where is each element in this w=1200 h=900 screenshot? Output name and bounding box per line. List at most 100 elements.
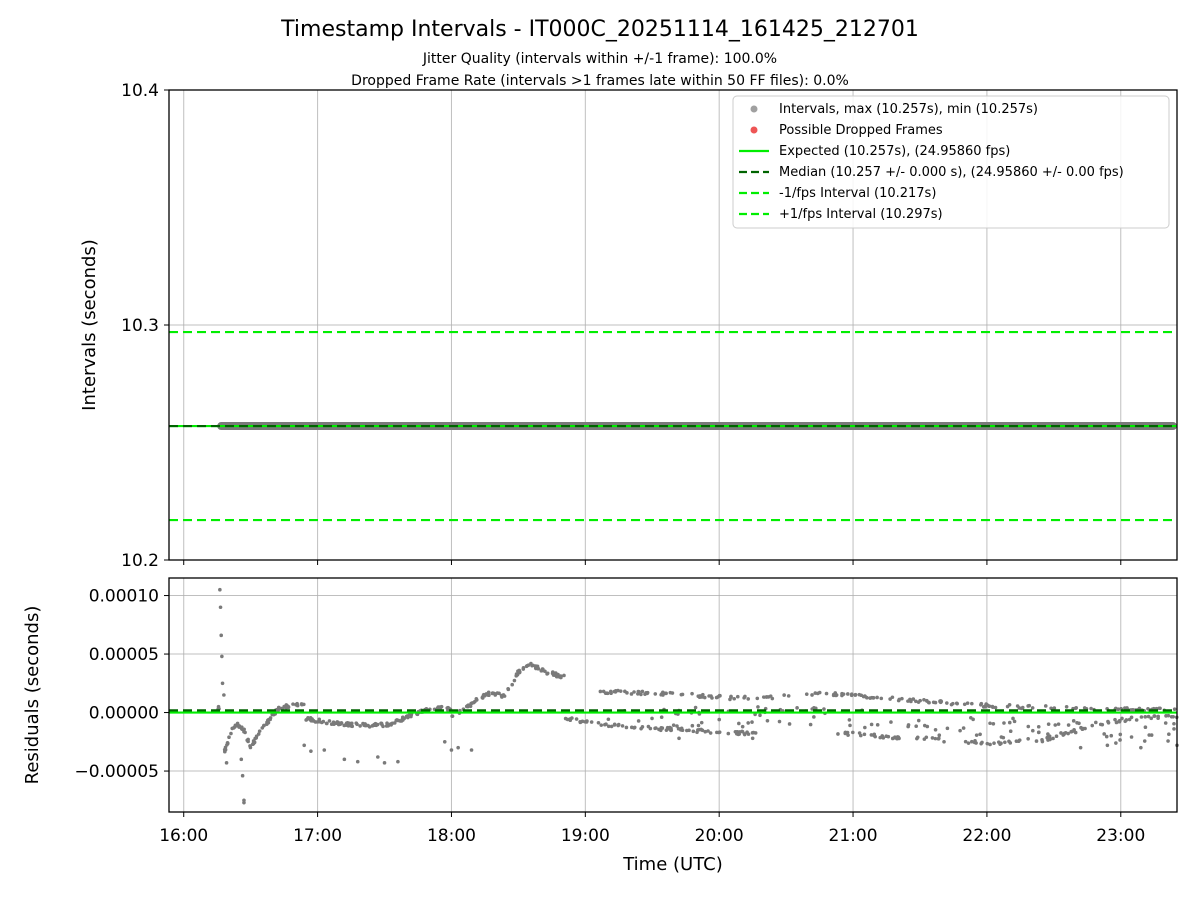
residual-point bbox=[853, 692, 858, 697]
residual-point bbox=[1053, 723, 1058, 727]
residual-point bbox=[822, 707, 826, 711]
residual-point bbox=[1147, 733, 1151, 737]
residual-point bbox=[1005, 704, 1010, 709]
residual-point bbox=[554, 674, 559, 679]
residual-point bbox=[879, 696, 884, 701]
residual-point bbox=[1046, 734, 1050, 739]
residual-point bbox=[933, 736, 938, 741]
residual-point bbox=[729, 694, 733, 699]
residual-point bbox=[758, 713, 762, 718]
residual-point bbox=[1118, 738, 1122, 742]
legend-box bbox=[732, 95, 1170, 229]
residual-point bbox=[1043, 704, 1048, 708]
residual-point bbox=[717, 693, 722, 698]
residual-point bbox=[282, 704, 286, 709]
residual-point bbox=[502, 694, 507, 698]
residual-point bbox=[616, 722, 621, 727]
residual-point bbox=[737, 721, 741, 726]
residual-point bbox=[409, 714, 413, 719]
residual-point bbox=[521, 665, 526, 670]
residual-point bbox=[295, 703, 300, 708]
residual-point bbox=[1134, 718, 1139, 722]
residual-point bbox=[969, 715, 973, 720]
residual-point bbox=[702, 695, 707, 700]
residual-point bbox=[1172, 721, 1176, 726]
residual-point bbox=[1056, 722, 1061, 726]
residual-point bbox=[810, 693, 814, 697]
residual-point bbox=[1113, 717, 1117, 722]
residual-point bbox=[640, 725, 645, 729]
residual-point bbox=[612, 723, 617, 727]
residual-point bbox=[963, 739, 968, 744]
residual-point bbox=[942, 739, 946, 744]
legend-label-plus-fps: +1/fps Interval (10.297s) bbox=[779, 207, 943, 222]
bottom-ytick-label: 0.00005 bbox=[89, 645, 159, 665]
residual-point bbox=[530, 663, 534, 668]
residual-point bbox=[1090, 723, 1095, 728]
residual-point bbox=[1114, 741, 1118, 745]
residual-point bbox=[1046, 732, 1050, 736]
residual-point bbox=[469, 701, 473, 706]
residual-point bbox=[1074, 706, 1078, 710]
residual-point bbox=[875, 723, 880, 727]
residual-point bbox=[639, 692, 643, 697]
residual-point bbox=[698, 694, 702, 698]
residual-point bbox=[343, 723, 347, 727]
residual-point bbox=[726, 731, 731, 736]
residual-point bbox=[679, 726, 684, 731]
residual-point bbox=[824, 691, 829, 696]
residual-point bbox=[216, 704, 221, 709]
residual-point bbox=[966, 741, 971, 745]
residual-point bbox=[618, 689, 623, 693]
bottom-panel-x-axis: 16:00 17:00 18:00 19:00 20:00 21:00 22:0… bbox=[159, 826, 1145, 846]
residual-point bbox=[667, 727, 672, 731]
residual-point bbox=[609, 724, 614, 729]
residual-point bbox=[512, 678, 517, 683]
residual-point bbox=[266, 718, 270, 723]
residual-point bbox=[765, 718, 770, 723]
residual-point bbox=[703, 729, 708, 734]
residual-point bbox=[969, 739, 974, 744]
residual-point bbox=[740, 724, 745, 729]
residual-point bbox=[367, 725, 372, 729]
x-axis-label: Time (UTC) bbox=[622, 854, 723, 875]
residual-point bbox=[385, 721, 389, 725]
residual-point bbox=[304, 717, 309, 722]
residual-point bbox=[922, 698, 926, 702]
residual-point bbox=[396, 759, 400, 764]
residual-point bbox=[717, 730, 722, 734]
chart-title: Timestamp Intervals - IT000C_20251114_16… bbox=[280, 17, 919, 42]
residual-point bbox=[322, 748, 327, 752]
residual-point bbox=[601, 689, 606, 694]
residual-point bbox=[469, 748, 474, 752]
residual-point bbox=[933, 700, 938, 705]
xtick-label: 16:00 bbox=[159, 826, 208, 846]
top-ytick-label: 10.3 bbox=[121, 316, 159, 336]
residual-point bbox=[732, 696, 737, 701]
residual-point bbox=[1036, 724, 1041, 729]
residual-point bbox=[985, 741, 990, 746]
residual-point bbox=[257, 729, 262, 733]
residual-point bbox=[983, 705, 988, 709]
residual-point bbox=[979, 703, 983, 707]
residual-point bbox=[707, 694, 711, 698]
residual-point bbox=[262, 723, 266, 728]
residual-point bbox=[229, 731, 233, 736]
residual-point bbox=[499, 693, 504, 698]
residual-point bbox=[677, 736, 681, 741]
residual-point bbox=[1146, 706, 1150, 711]
residual-point bbox=[961, 726, 966, 730]
residual-point bbox=[648, 726, 653, 731]
residual-point bbox=[862, 732, 867, 737]
residual-point bbox=[979, 741, 983, 746]
residual-point bbox=[1166, 739, 1170, 743]
residual-point bbox=[223, 745, 228, 750]
residual-point bbox=[750, 736, 755, 741]
top-y-axis-label: Intervals (seconds) bbox=[79, 239, 100, 411]
residual-point bbox=[992, 741, 996, 745]
residual-point bbox=[399, 719, 404, 723]
residual-point bbox=[897, 697, 902, 702]
residual-point bbox=[1075, 720, 1079, 725]
xtick-label: 22:00 bbox=[962, 826, 1011, 846]
